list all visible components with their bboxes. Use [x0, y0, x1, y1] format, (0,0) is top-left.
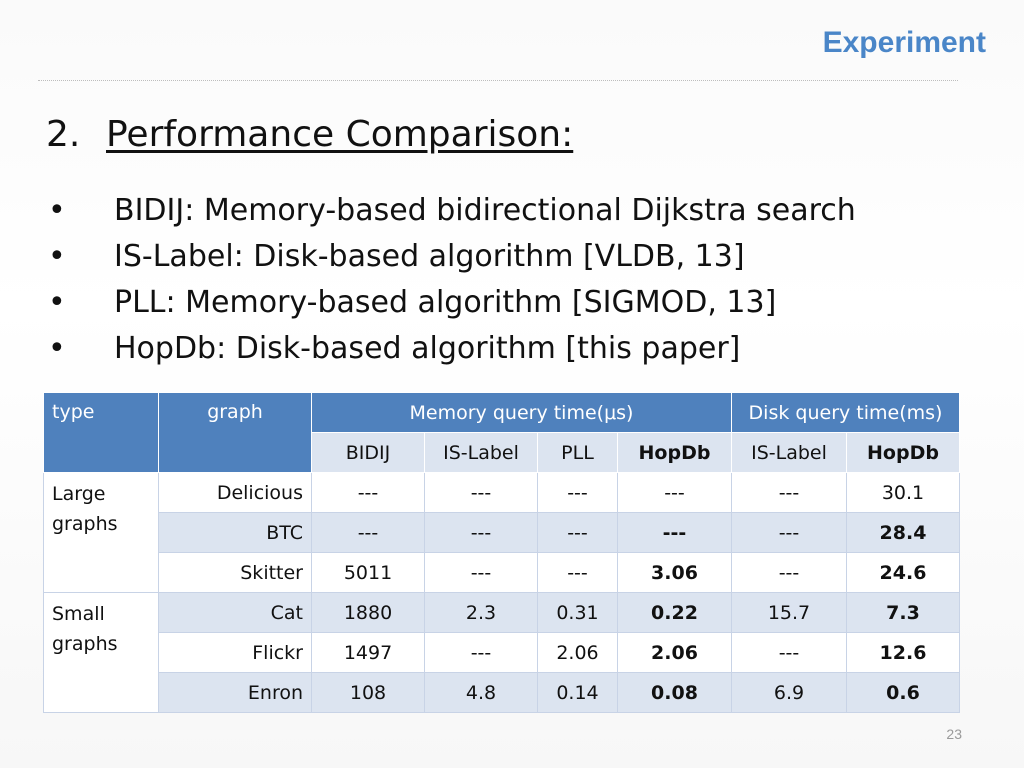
bullet-text: HopDb: Disk-based algorithm [this paper]	[114, 331, 741, 366]
table-cell: 7.3	[846, 592, 960, 633]
table-cell: ---	[424, 632, 538, 673]
table-cell: ---	[731, 552, 847, 593]
table-row: Small graphs Cat 1880 2.3 0.31 0.22 15.7…	[43, 592, 960, 713]
list-item: • IS-Label: Disk-based algorithm [VLDB, 1…	[40, 236, 856, 282]
table-row: Skitter 5011 --- --- 3.06 --- 24.6	[44, 552, 960, 593]
table-cell: 0.14	[537, 672, 618, 713]
table-cell: 1880	[311, 592, 425, 633]
table-cell: 3.06	[617, 552, 732, 593]
table-cell: 2.06	[537, 632, 618, 673]
table-cell: ---	[311, 512, 425, 553]
graph-name: Cat	[158, 592, 312, 633]
table-cell: 1497	[311, 632, 425, 673]
table-cell: 0.22	[617, 592, 732, 633]
performance-table: type graph Memory query time(μs) Disk qu…	[43, 392, 960, 713]
table-cell: 0.31	[537, 592, 618, 633]
graph-name: BTC	[158, 512, 312, 553]
bullet-text: BIDIJ: Memory-based bidirectional Dijkst…	[114, 193, 856, 228]
table-cell: ---	[731, 512, 847, 553]
list-item: • PLL: Memory-based algorithm [SIGMOD, 13…	[40, 282, 856, 328]
table-cell: 15.7	[731, 592, 847, 633]
table-cell: 108	[311, 672, 425, 713]
table-cell: 30.1	[846, 472, 960, 513]
graph-name: Flickr	[158, 632, 312, 673]
bullet-icon: •	[48, 193, 66, 228]
bullet-icon: •	[48, 331, 66, 366]
slide-heading: 2. Performance Comparison:	[46, 114, 573, 155]
list-item: • BIDIJ: Memory-based bidirectional Dijks…	[40, 190, 856, 236]
table-cell: 5011	[311, 552, 425, 593]
table-cell: ---	[617, 512, 732, 553]
heading-text: Performance Comparison:	[106, 114, 574, 155]
subheader-is-label: IS-Label	[424, 432, 538, 473]
graph-name: Skitter	[158, 552, 312, 593]
table-cell: ---	[731, 472, 847, 513]
table-cell: ---	[537, 472, 618, 513]
graph-name: Delicious	[158, 472, 312, 513]
table-cell: ---	[424, 552, 538, 593]
table-cell: 24.6	[846, 552, 960, 593]
bullet-icon: •	[48, 285, 66, 320]
bullet-icon: •	[48, 239, 66, 274]
title-divider	[38, 80, 958, 81]
table-cell: ---	[537, 512, 618, 553]
table-row: Large graphs Delicious --- --- --- --- -…	[43, 472, 960, 593]
table-cell: 2.3	[424, 592, 538, 633]
header-type: type	[43, 392, 159, 473]
table-row: Flickr 1497 --- 2.06 2.06 --- 12.6	[44, 632, 960, 673]
table-cell: 2.06	[617, 632, 732, 673]
heading-number: 2.	[46, 114, 81, 155]
section-title: Experiment	[822, 26, 986, 59]
subheader-bidij: BIDIJ	[311, 432, 425, 473]
bullet-text: PLL: Memory-based algorithm [SIGMOD, 13]	[114, 285, 777, 320]
list-item: • HopDb: Disk-based algorithm [this paper…	[40, 328, 856, 374]
bullet-text: IS-Label: Disk-based algorithm [VLDB, 13…	[114, 239, 745, 274]
table-cell: ---	[311, 472, 425, 513]
page-number: 23	[946, 726, 962, 742]
subheader-hopdb: HopDb	[617, 432, 732, 473]
table-cell: ---	[424, 512, 538, 553]
table-cell: ---	[537, 552, 618, 593]
subheader-disk-is-label: IS-Label	[731, 432, 847, 473]
table-cell: 0.6	[846, 672, 960, 713]
table-row: Enron 108 4.8 0.14 0.08 6.9 0.6	[44, 672, 960, 713]
table-cell: ---	[424, 472, 538, 513]
table-cell: ---	[731, 632, 847, 673]
bullet-list: • BIDIJ: Memory-based bidirectional Dijks…	[40, 190, 856, 374]
table-cell: 6.9	[731, 672, 847, 713]
header-memory-query-time: Memory query time(μs)	[311, 392, 732, 433]
subheader-disk-hopdb: HopDb	[846, 432, 960, 473]
table-cell: 4.8	[424, 672, 538, 713]
table-cell: 12.6	[846, 632, 960, 673]
table-cell: ---	[617, 472, 732, 513]
subheader-pll: PLL	[537, 432, 618, 473]
header-disk-query-time: Disk query time(ms)	[731, 392, 960, 433]
table-cell: 0.08	[617, 672, 732, 713]
graph-name: Enron	[158, 672, 312, 713]
table-row: BTC --- --- --- --- --- 28.4	[44, 512, 960, 553]
group-label: Small graphs	[43, 592, 159, 713]
table-cell: 28.4	[846, 512, 960, 553]
group-label: Large graphs	[43, 472, 159, 593]
header-graph: graph	[158, 392, 312, 473]
